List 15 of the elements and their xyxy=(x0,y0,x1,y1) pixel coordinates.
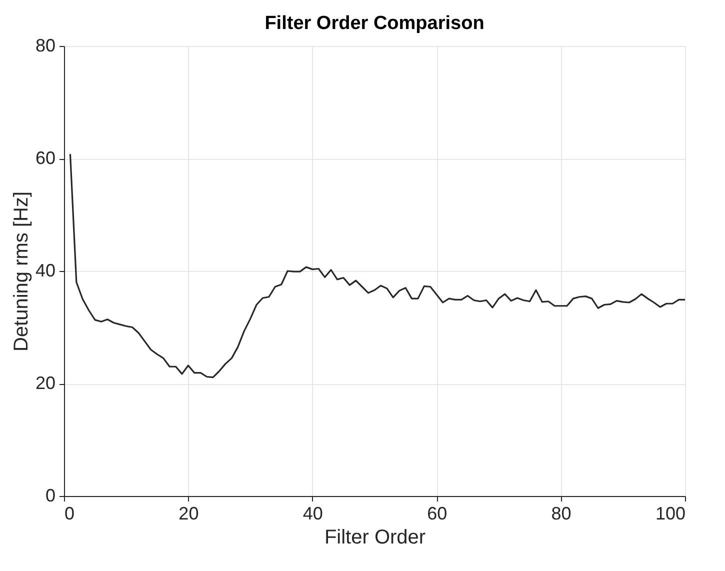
x-tick-label: 80 xyxy=(551,504,572,524)
y-tick-label: 60 xyxy=(35,148,56,168)
y-tick-label: 20 xyxy=(35,373,56,393)
x-tick-label: 0 xyxy=(64,504,75,524)
x-axis-title: Filter Order xyxy=(324,526,426,548)
line-series xyxy=(69,153,686,378)
chart-title: Filter Order Comparison xyxy=(264,13,484,34)
y-tick-label: 0 xyxy=(45,486,56,506)
y-tick-label: 40 xyxy=(35,260,56,280)
x-tick-label: 20 xyxy=(178,504,199,524)
x-tick-label: 40 xyxy=(302,504,323,524)
y-axis-title: Detuning rms [Hz] xyxy=(10,191,32,352)
x-tick-label: 100 xyxy=(655,504,686,524)
y-tick-label: 80 xyxy=(35,36,56,56)
x-tick-label: 60 xyxy=(427,504,448,524)
